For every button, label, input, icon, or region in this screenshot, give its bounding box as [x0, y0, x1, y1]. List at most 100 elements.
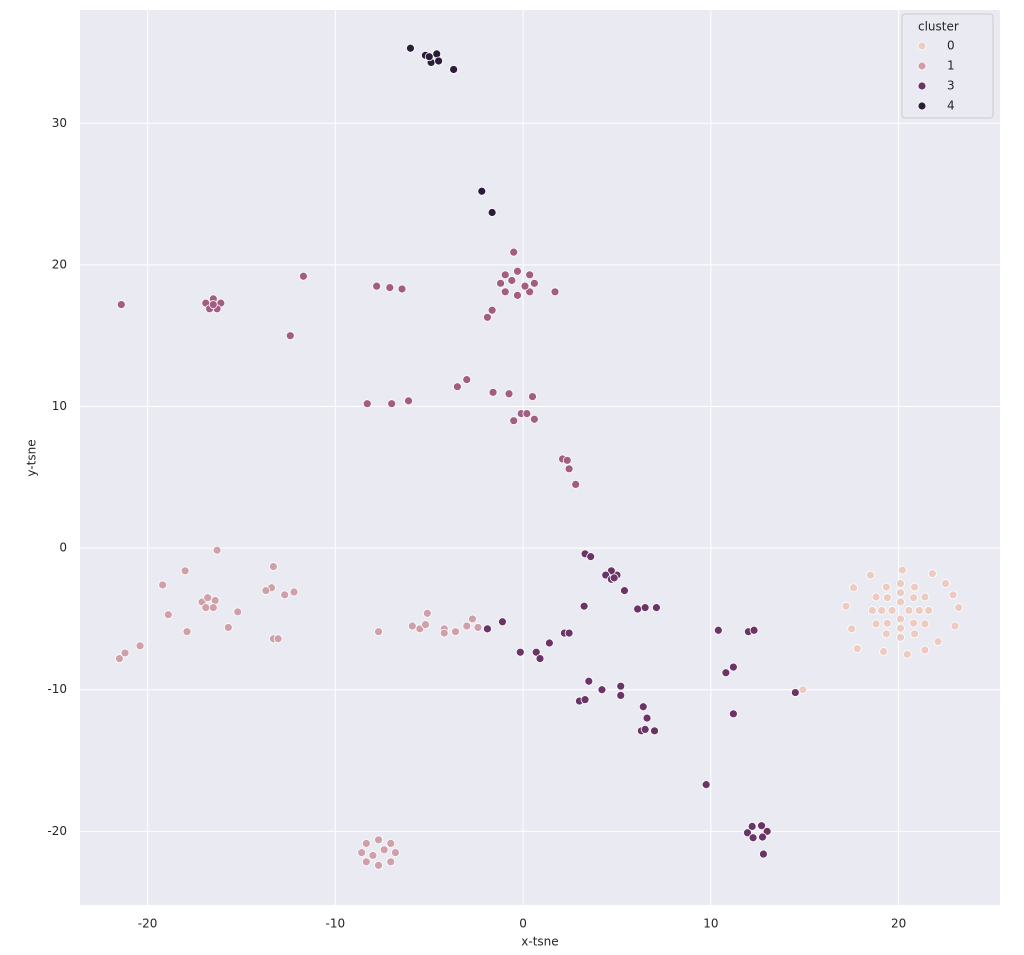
point — [571, 480, 581, 489]
y-tick-label: -10 — [47, 682, 67, 696]
point — [391, 848, 400, 858]
point — [513, 290, 522, 300]
point — [500, 287, 510, 297]
point — [882, 593, 892, 603]
point — [928, 569, 937, 579]
point — [488, 387, 498, 397]
point — [950, 621, 960, 631]
legend-marker — [917, 41, 927, 51]
point — [896, 579, 905, 588]
point — [397, 284, 407, 294]
point — [473, 623, 483, 632]
point — [407, 621, 417, 631]
point — [477, 186, 487, 196]
point — [498, 617, 507, 627]
point — [941, 579, 950, 588]
point — [135, 641, 145, 651]
y-axis-label: y-tsne — [25, 439, 39, 476]
point — [924, 606, 934, 615]
y-tick-label: 10 — [52, 399, 67, 413]
point — [866, 570, 875, 580]
legend-title: cluster — [918, 20, 959, 34]
point — [468, 614, 477, 624]
point — [387, 399, 397, 409]
point — [374, 860, 383, 870]
point — [896, 588, 905, 598]
point — [920, 592, 930, 602]
legend-box — [901, 13, 994, 119]
point — [120, 648, 130, 658]
point — [849, 583, 858, 593]
point — [701, 780, 711, 790]
point — [434, 56, 444, 66]
point — [798, 685, 808, 695]
y-tick-label: 0 — [59, 541, 67, 555]
legend-label: 0 — [947, 39, 955, 53]
point — [483, 312, 492, 322]
point — [877, 606, 887, 615]
point — [640, 603, 650, 613]
point — [422, 608, 432, 618]
point — [424, 52, 434, 62]
point — [910, 582, 919, 592]
point — [386, 857, 396, 867]
point — [728, 662, 738, 672]
x-tick-label: 10 — [703, 917, 718, 931]
point — [487, 305, 497, 315]
point — [909, 593, 919, 603]
point — [920, 645, 930, 655]
point — [948, 590, 958, 600]
point — [757, 821, 766, 831]
point — [544, 638, 554, 648]
point — [280, 590, 290, 600]
point — [743, 828, 752, 838]
point — [882, 618, 892, 628]
point — [368, 851, 378, 860]
point — [203, 593, 213, 603]
point — [747, 822, 757, 831]
point — [841, 601, 851, 611]
point — [525, 270, 535, 280]
point — [421, 620, 430, 630]
legend-label: 1 — [947, 59, 955, 73]
point — [562, 455, 572, 465]
point — [852, 644, 862, 654]
point — [201, 603, 211, 613]
point — [550, 287, 560, 297]
point — [847, 624, 857, 634]
point — [116, 300, 126, 309]
point — [439, 628, 449, 638]
point — [273, 634, 283, 644]
point — [386, 838, 396, 848]
y-tick-label: -20 — [47, 824, 67, 838]
point — [362, 399, 372, 409]
point — [910, 629, 919, 639]
point — [616, 691, 626, 700]
point — [404, 396, 413, 406]
point — [487, 208, 497, 217]
point — [158, 580, 168, 590]
point — [584, 676, 594, 686]
point — [525, 287, 535, 297]
point — [462, 375, 472, 385]
point — [357, 848, 367, 858]
point — [564, 628, 574, 638]
plot-area — [80, 10, 1000, 905]
point — [904, 606, 914, 615]
point — [500, 270, 510, 280]
point — [642, 713, 652, 723]
point — [115, 654, 124, 663]
point — [451, 627, 460, 637]
x-tick-label: 20 — [891, 917, 906, 931]
point — [871, 619, 881, 629]
y-tick-label: 30 — [52, 116, 67, 130]
grid — [80, 10, 1000, 905]
point — [509, 247, 519, 257]
point — [586, 552, 596, 562]
point — [289, 587, 299, 597]
point — [896, 632, 905, 642]
legend: cluster 0 1 3 4 — [901, 13, 994, 119]
point — [212, 545, 222, 555]
point — [522, 409, 532, 418]
